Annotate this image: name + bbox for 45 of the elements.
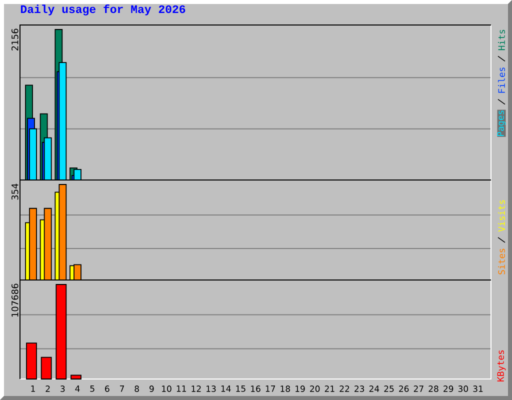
text: 107686 xyxy=(11,284,18,317)
x-tick-label: 8 xyxy=(134,386,139,392)
x-tick-label: 13 xyxy=(206,386,216,392)
x-tick-label: 22 xyxy=(340,386,350,392)
chart-title: Daily usage for May 2026 xyxy=(20,4,186,16)
x-tick-label: 21 xyxy=(324,386,334,392)
x-tick-label: 23 xyxy=(354,386,364,392)
bar xyxy=(56,284,67,380)
x-tick-label: 29 xyxy=(444,386,454,392)
x-tick-label: 1 xyxy=(31,386,35,392)
text: 2156 xyxy=(11,28,18,50)
x-tick-label: 15 xyxy=(236,386,246,392)
x-tick-label: 3 xyxy=(60,386,65,392)
text: 354 xyxy=(11,184,18,200)
x-tick-label: 7 xyxy=(120,386,124,392)
bar xyxy=(70,374,82,380)
x-tick-label: 18 xyxy=(280,386,290,392)
x-tick-label: 12 xyxy=(192,386,201,392)
x-tick-label: 4 xyxy=(75,386,80,392)
legend-label: Sites xyxy=(498,248,505,274)
x-tick-label: 16 xyxy=(251,386,260,392)
text: KBytes xyxy=(497,350,506,382)
legend-label: Pages xyxy=(497,110,506,136)
x-tick-label: 2 xyxy=(46,386,50,392)
bar xyxy=(26,342,37,380)
x-tick-label: 24 xyxy=(369,386,380,392)
x-tick-label: 30 xyxy=(458,386,468,392)
x-tick-label: 10 xyxy=(162,386,172,392)
x-tick-label: 19 xyxy=(296,386,305,392)
bar xyxy=(40,356,52,380)
x-tick-label: 14 xyxy=(221,386,231,392)
x-tick-label: 6 xyxy=(105,386,110,392)
x-tick-label: 5 xyxy=(90,386,94,392)
x-tick-label: 25 xyxy=(384,386,394,392)
x-tick-label: 11 xyxy=(176,386,186,392)
x-tick-label: 27 xyxy=(414,386,424,392)
x-tick-label: 31 xyxy=(473,386,483,392)
x-tick-label: 20 xyxy=(310,386,320,392)
x-tick-label: 9 xyxy=(149,386,154,392)
text: Visits xyxy=(498,200,505,232)
x-tick-label: 17 xyxy=(266,386,276,392)
x-tick-label: 28 xyxy=(428,386,438,392)
legend-label: Files xyxy=(498,68,506,93)
x-tick-label: 26 xyxy=(399,386,409,392)
text: Hits xyxy=(498,30,505,50)
